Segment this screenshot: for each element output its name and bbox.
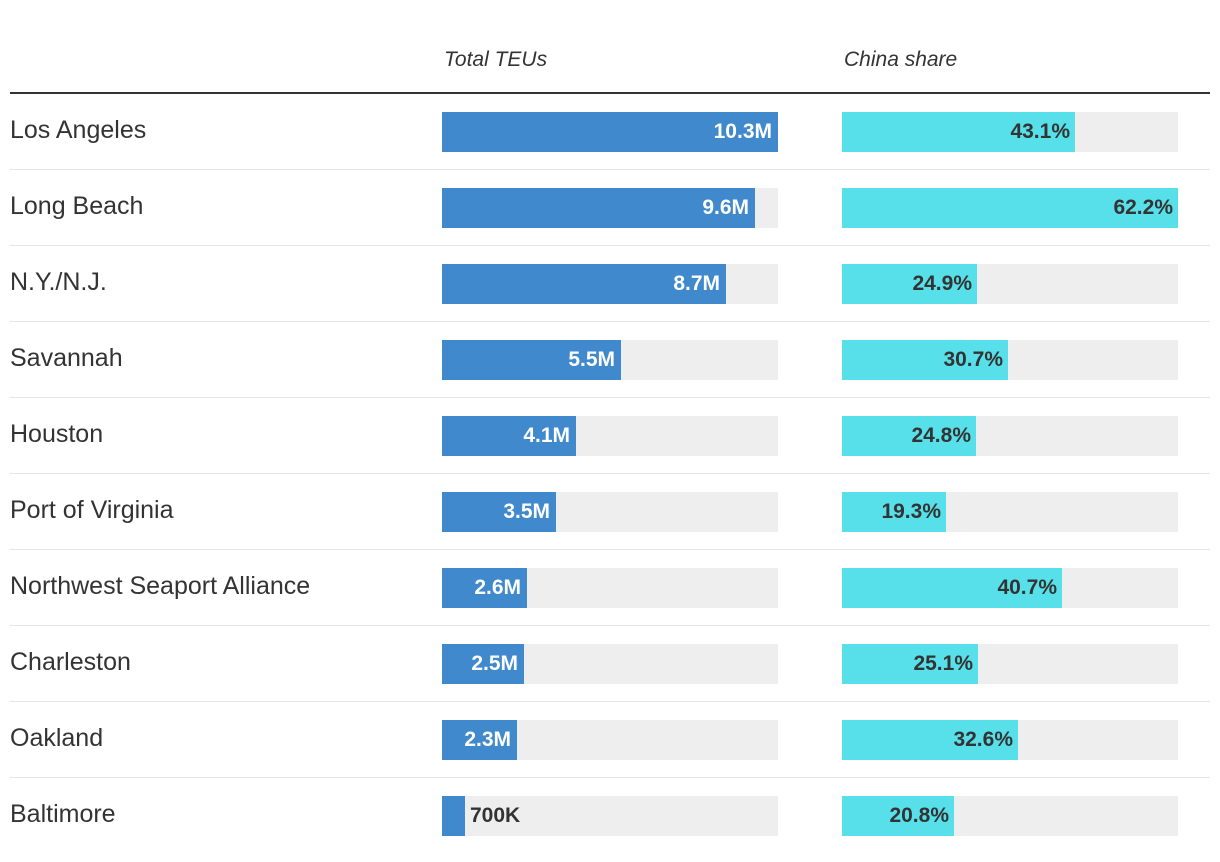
port-label: Oakland [10,724,104,752]
china-value-label: 24.9% [912,272,972,295]
china-value-label: 20.8% [889,804,949,827]
table-row: Northwest Seaport Alliance 2.6M 40.7% [10,550,1210,626]
table-header: Total TEUs China share [10,0,1210,93]
china-bar-track: 32.6% [842,720,1178,760]
teu-value-label: 9.6M [702,196,749,219]
column-header-total-teus: Total TEUs [444,48,548,71]
china-bar [842,340,1008,380]
china-value-label: 24.8% [911,424,971,447]
table-row: Houston 4.1M 24.8% [10,398,1210,474]
port-label: Charleston [10,648,131,676]
port-label: Houston [10,420,104,448]
port-label: Los Angeles [10,116,147,144]
china-bar-track: 25.1% [842,644,1178,684]
china-bar-track: 43.1% [842,112,1178,152]
column-header-china-share: China share [844,48,958,71]
china-value-label: 40.7% [997,576,1057,599]
teu-bar [442,492,556,532]
china-bar [842,112,1075,152]
port-label: N.Y./N.J. [10,268,107,296]
teu-bar [442,188,755,228]
china-bar [842,188,1178,228]
china-value-label: 43.1% [1010,120,1070,143]
teu-bar-track: 3.5M [442,492,778,532]
teu-value-label: 3.5M [503,500,550,523]
teu-bar [442,796,465,836]
teu-bar-track: 9.6M [442,188,778,228]
teu-value-label: 2.5M [471,652,518,675]
china-bar-track: 24.8% [842,416,1178,456]
port-label: Northwest Seaport Alliance [10,572,311,600]
teu-bar [442,720,517,760]
table-row: Los Angeles 10.3M 43.1% [10,94,1210,170]
teu-value-label: 4.1M [523,424,570,447]
teu-bar [442,264,726,304]
china-bar [842,492,946,532]
teu-bar-track: 4.1M [442,416,778,456]
port-label: Long Beach [10,192,144,220]
teu-bar [442,644,524,684]
china-bar [842,720,1018,760]
china-bar [842,416,976,456]
teu-bar-track: 700K [442,796,778,836]
china-bar [842,644,978,684]
table-row: Oakland 2.3M 32.6% [10,702,1210,778]
china-bar-track: 24.9% [842,264,1178,304]
teu-bar-track: 8.7M [442,264,778,304]
teu-bar [442,340,621,380]
header-divider [10,92,1210,94]
china-bar-track: 20.8% [842,796,1178,836]
teu-bar [442,416,576,456]
teu-value-label: 5.5M [568,348,615,371]
china-bar-track: 30.7% [842,340,1178,380]
teu-value-label: 2.3M [464,728,511,751]
port-label: Port of Virginia [10,496,174,524]
teu-bar-track: 5.5M [442,340,778,380]
teu-bar [442,568,527,608]
table-row: Savannah 5.5M 30.7% [10,322,1210,398]
china-bar [842,796,954,836]
table-row: Long Beach 9.6M 62.2% [10,170,1210,246]
teu-bar-track: 2.5M [442,644,778,684]
teu-bar-track: 2.6M [442,568,778,608]
teu-value-label: 8.7M [673,272,720,295]
teu-bar-track: 2.3M [442,720,778,760]
teu-value-label: 700K [470,804,521,827]
teu-value-label: 10.3M [713,120,772,143]
china-bar [842,264,977,304]
teu-bar-track: 10.3M [442,112,778,152]
china-value-label: 62.2% [1113,196,1173,219]
port-label: Baltimore [10,800,116,828]
china-bar [842,568,1062,608]
teu-value-label: 2.6M [474,576,521,599]
table-row: Baltimore 700K 20.8% [10,778,1210,854]
china-value-label: 30.7% [943,348,1003,371]
china-bar-track: 40.7% [842,568,1178,608]
port-label: Savannah [10,344,123,372]
china-bar-track: 19.3% [842,492,1178,532]
china-value-label: 25.1% [913,652,973,675]
teu-bar [442,112,778,152]
china-value-label: 32.6% [953,728,1013,751]
china-bar-track: 62.2% [842,188,1178,228]
china-value-label: 19.3% [881,500,941,523]
table-row: Charleston 2.5M 25.1% [10,626,1210,702]
table-row: Port of Virginia 3.5M 19.3% [10,474,1210,550]
table-row: N.Y./N.J. 8.7M 24.9% [10,246,1210,322]
